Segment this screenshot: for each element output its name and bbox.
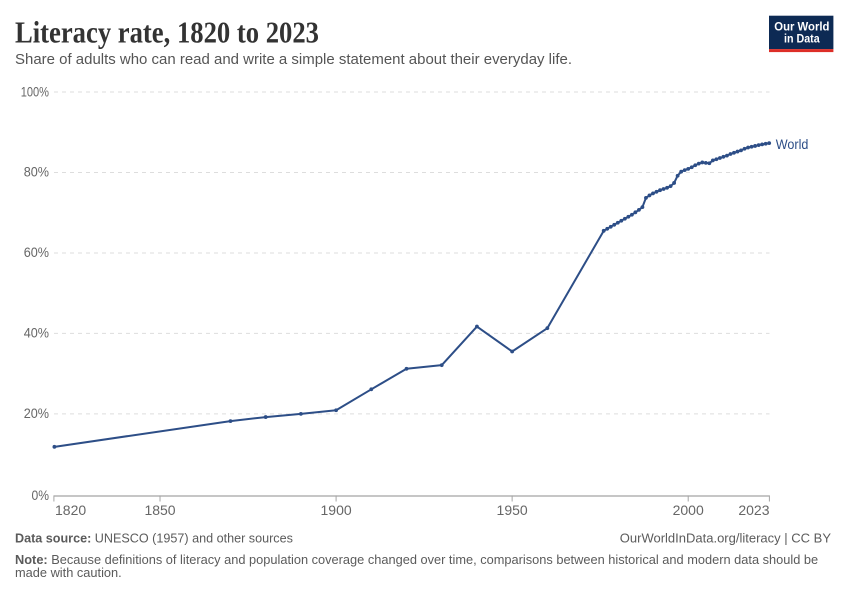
svg-text:in Data: in Data (784, 31, 820, 45)
svg-text:made with caution.: made with caution. (15, 565, 122, 580)
svg-text:40%: 40% (24, 326, 49, 341)
svg-text:1850: 1850 (144, 502, 175, 518)
svg-text:20%: 20% (24, 406, 49, 421)
svg-text:2023: 2023 (738, 502, 769, 518)
svg-text:1950: 1950 (497, 502, 528, 518)
svg-text:Note: Because definitions of l: Note: Because definitions of literacy an… (15, 552, 818, 567)
svg-text:Our World: Our World (774, 20, 829, 34)
svg-text:Share of adults who can read a: Share of adults who can read and write a… (15, 52, 572, 68)
svg-text:Literacy rate, 1820 to 2023: Literacy rate, 1820 to 2023 (15, 15, 319, 50)
svg-text:60%: 60% (24, 245, 49, 260)
svg-text:Data source: UNESCO (1957) and: Data source: UNESCO (1957) and other sou… (15, 532, 293, 546)
svg-text:1900: 1900 (321, 502, 352, 518)
svg-text:80%: 80% (24, 165, 49, 180)
svg-text:World: World (776, 136, 809, 152)
svg-text:100%: 100% (21, 84, 49, 99)
svg-text:2000: 2000 (673, 502, 704, 518)
svg-text:0%: 0% (32, 488, 50, 503)
svg-text:OurWorldInData.org/literacy |: OurWorldInData.org/literacy | CC BY (620, 531, 832, 546)
svg-text:1820: 1820 (55, 502, 86, 518)
